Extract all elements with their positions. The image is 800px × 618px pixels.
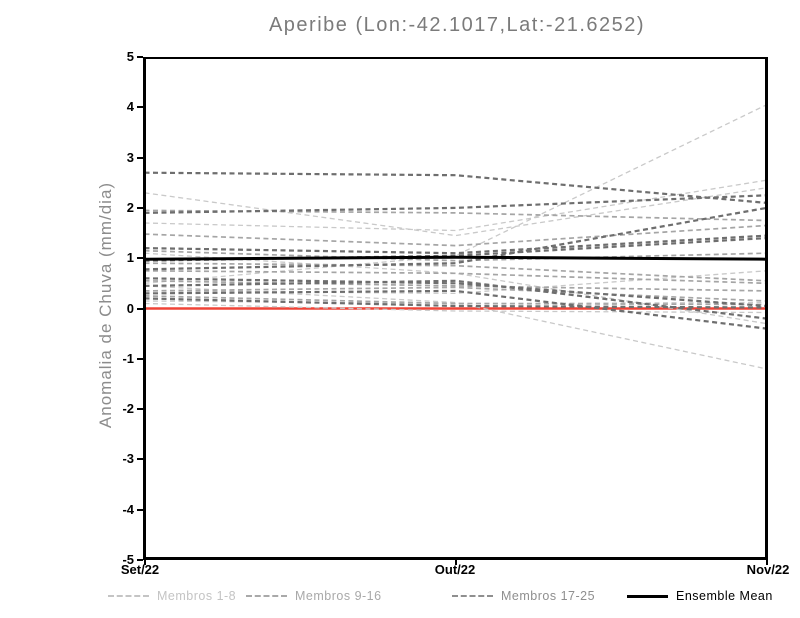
y-tick-mark	[137, 357, 143, 360]
x-tick-mark	[765, 560, 768, 565]
ensemble-mean-line	[144, 255, 767, 261]
legend-item-membros-9-16: Membros 9-16	[246, 586, 382, 606]
member-line-g2-6	[144, 279, 767, 320]
y-tick-mark	[137, 206, 143, 209]
y-tick-label: 1	[126, 250, 134, 266]
member-line-g1-3	[144, 262, 767, 282]
legend-line-sample-ensemble-mean	[627, 594, 668, 598]
y-tick-mark	[137, 307, 143, 310]
legend-label: Membros 9-16	[295, 589, 382, 603]
y-tick-label: 0	[126, 300, 134, 316]
y-tick-label: 2	[126, 199, 134, 215]
y-tick-mark	[137, 508, 143, 511]
x-tick-mark	[454, 560, 457, 565]
legend-line-sample-membros-17-25	[452, 595, 493, 597]
x-tick-label-nov22: Nov/22	[746, 562, 790, 577]
y-tick-label: -3	[122, 451, 134, 467]
member-line-g1-0	[144, 209, 767, 222]
legend-label: Membros 1-8	[157, 589, 237, 603]
plot-lines-svg	[144, 104, 767, 370]
member-line-g2-1	[144, 194, 767, 214]
member-line-g0-3	[144, 104, 767, 284]
legend-item-ensemble-mean: Ensemble Mean	[627, 586, 773, 606]
y-tick-label: 4	[126, 99, 134, 115]
y-tick-label: -1	[122, 350, 134, 366]
member-line-g0-1	[144, 179, 767, 232]
x-tick-label-out22: Out/22	[434, 562, 476, 577]
x-tick-mark	[143, 560, 146, 565]
y-tick-mark	[137, 56, 143, 58]
member-line-g1-4	[144, 269, 767, 285]
y-tick-mark	[137, 257, 143, 260]
y-tick-mark	[137, 458, 143, 461]
member-line-g1-6	[144, 286, 767, 302]
y-tick-label: 5	[126, 49, 134, 64]
member-line-g0-0	[144, 187, 767, 237]
legend-line-sample-membros-1-8	[108, 595, 149, 597]
legend-item-membros-1-8: Membros 1-8	[108, 586, 236, 606]
y-tick-mark	[137, 408, 143, 411]
member-line-g0-7	[144, 302, 767, 314]
member-line-g1-1	[144, 224, 767, 247]
chart-legend: Membros 1-8 Membros 9-16 Membros 17-25 E…	[0, 586, 800, 610]
member-line-g2-0	[144, 171, 767, 204]
y-tick-label: -2	[122, 401, 134, 417]
y-tick-mark	[137, 559, 143, 561]
member-line-g1-5	[144, 279, 767, 292]
legend-label: Ensemble Mean	[676, 589, 773, 603]
member-line-g2-8	[144, 297, 767, 309]
member-line-g0-2	[144, 252, 767, 325]
y-tick-label: 3	[126, 149, 134, 165]
legend-item-membros-17-25: Membros 17-25	[452, 586, 595, 606]
member-line-g2-5	[144, 277, 767, 308]
y-tick-mark	[137, 156, 143, 159]
x-tick-label-set22: Set/22	[120, 562, 160, 577]
member-line-g1-7	[144, 295, 767, 306]
y-tick-label: -5	[122, 552, 134, 567]
legend-line-sample-membros-9-16	[246, 595, 287, 597]
chart-title: Aperibe (Lon:-42.1017,Lat:-21.6252)	[268, 14, 646, 36]
legend-label: Membros 17-25	[501, 589, 596, 603]
member-line-g1-2	[144, 249, 767, 262]
member-line-g2-4	[144, 206, 767, 271]
member-line-g2-7	[144, 289, 767, 330]
member-line-g2-2	[144, 234, 767, 255]
y-tick-mark	[137, 106, 143, 109]
member-line-g0-6	[144, 300, 767, 305]
y-tick-label: -4	[122, 501, 134, 517]
